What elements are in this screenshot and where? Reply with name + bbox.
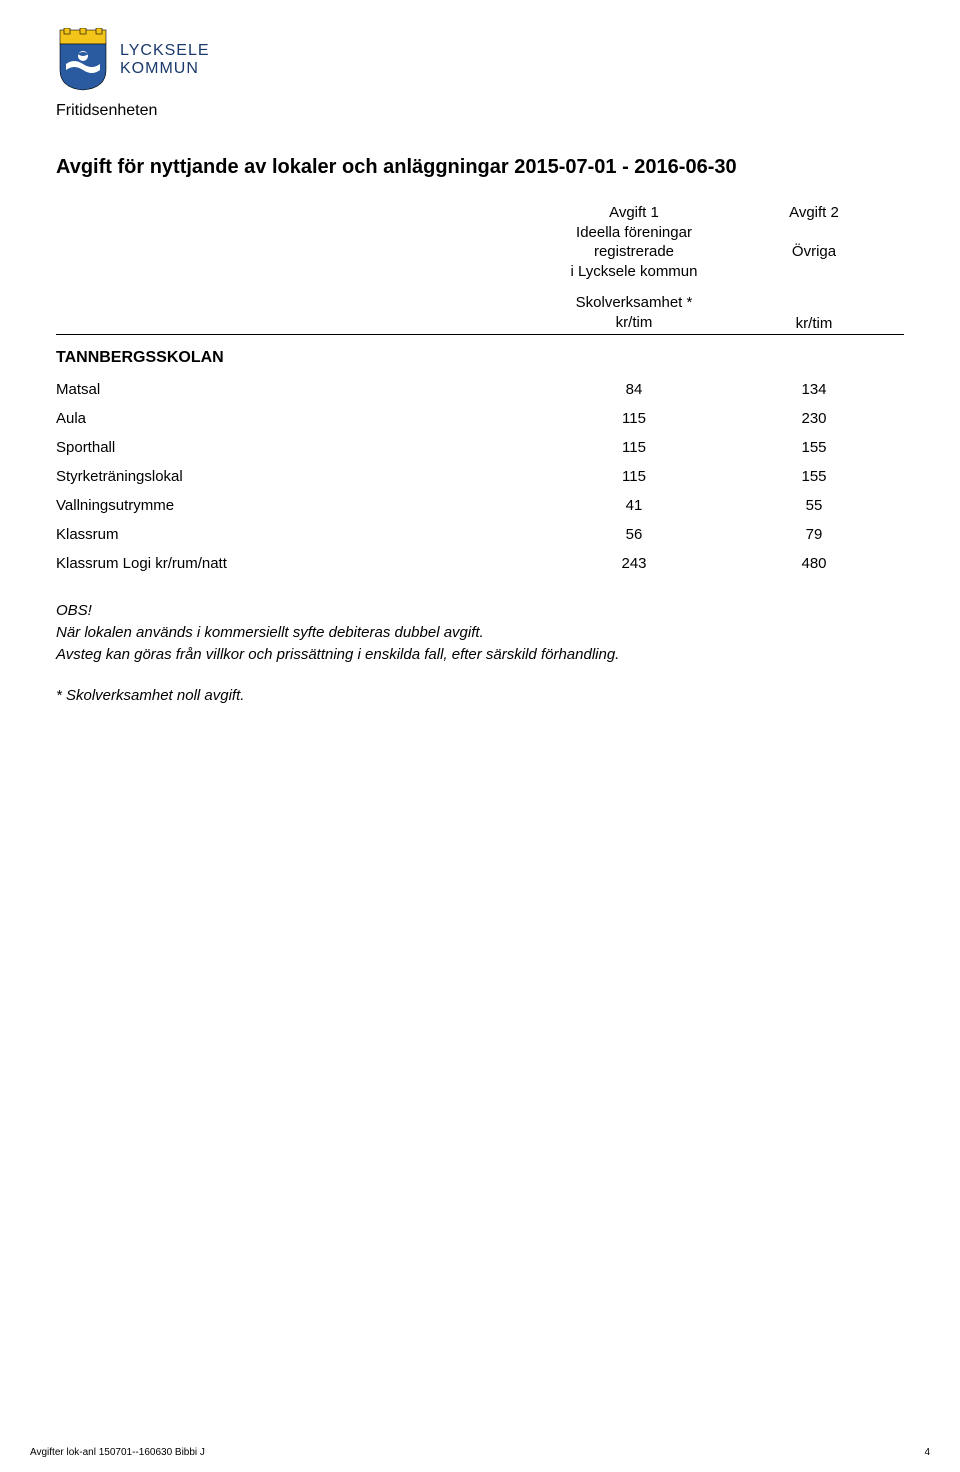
page-footer: Avgifter lok-anl 150701--160630 Bibbi J … bbox=[30, 1447, 930, 1458]
notes-line2: Avsteg kan göras från villkor och prissä… bbox=[56, 646, 619, 663]
col2-sub-blank bbox=[724, 223, 904, 243]
table-row: Klassrum5679 bbox=[56, 526, 904, 543]
row-value-2: 134 bbox=[724, 381, 904, 398]
row-value-1: 243 bbox=[544, 555, 724, 572]
row-label: Vallningsutrymme bbox=[56, 497, 544, 514]
row-value-1: 115 bbox=[544, 410, 724, 427]
page-container: LYCKSELE KOMMUN Fritidsenheten Avgift fö… bbox=[0, 0, 960, 704]
footer-right: 4 bbox=[924, 1447, 930, 1458]
row-value-1: 115 bbox=[544, 468, 724, 485]
col1-sub2: registrerade bbox=[544, 242, 724, 262]
org-name: LYCKSELE KOMMUN bbox=[120, 42, 210, 77]
row-value-2: 55 bbox=[724, 497, 904, 514]
col1-heading: Avgift 1 bbox=[544, 203, 724, 223]
col1-header: Avgift 1 Ideella föreningar registrerade… bbox=[544, 203, 724, 281]
col1-unit-top: Skolverksamhet * bbox=[544, 293, 724, 313]
table-row: Aula115230 bbox=[56, 410, 904, 427]
shield-icon bbox=[56, 28, 110, 92]
row-label: Matsal bbox=[56, 381, 544, 398]
footnote: * Skolverksamhet noll avgift. bbox=[56, 687, 904, 704]
table-row: Styrketräningslokal115155 bbox=[56, 468, 904, 485]
col2-unit-block: kr/tim bbox=[724, 293, 904, 332]
table-row: Matsal84134 bbox=[56, 381, 904, 398]
row-label: Sporthall bbox=[56, 439, 544, 456]
row-value-1: 41 bbox=[544, 497, 724, 514]
row-value-1: 56 bbox=[544, 526, 724, 543]
col1-sub3: i Lycksele kommun bbox=[544, 262, 724, 282]
notes-line1: När lokalen används i kommersiellt syfte… bbox=[56, 624, 484, 641]
row-value-2: 155 bbox=[724, 439, 904, 456]
table-row: Vallningsutrymme4155 bbox=[56, 497, 904, 514]
row-value-2: 155 bbox=[724, 468, 904, 485]
table-row: Sporthall115155 bbox=[56, 439, 904, 456]
col1-unit: kr/tim bbox=[544, 313, 724, 333]
footer-left: Avgifter lok-anl 150701--160630 Bibbi J bbox=[30, 1447, 205, 1458]
notes-block: OBS! När lokalen används i kommersiellt … bbox=[56, 600, 904, 665]
row-value-1: 115 bbox=[544, 439, 724, 456]
table-row: Klassrum Logi kr/rum/natt243480 bbox=[56, 555, 904, 572]
row-value-1: 84 bbox=[544, 381, 724, 398]
row-value-2: 79 bbox=[724, 526, 904, 543]
col2-sub2: Övriga bbox=[724, 242, 904, 262]
unit-row: Skolverksamhet * kr/tim kr/tim bbox=[56, 293, 904, 335]
fee-table: Matsal84134Aula115230Sporthall115155Styr… bbox=[56, 381, 904, 572]
row-value-2: 480 bbox=[724, 555, 904, 572]
column-header-block: Avgift 1 Ideella föreningar registrerade… bbox=[56, 203, 904, 281]
row-label: Klassrum bbox=[56, 526, 544, 543]
col2-heading: Avgift 2 bbox=[724, 203, 904, 223]
col2-header: Avgift 2 Övriga bbox=[724, 203, 904, 281]
row-value-2: 230 bbox=[724, 410, 904, 427]
department-label: Fritidsenheten bbox=[56, 102, 904, 120]
col1-sub1: Ideella föreningar bbox=[544, 223, 724, 243]
col1-unit-block: Skolverksamhet * kr/tim bbox=[544, 293, 724, 332]
section-heading: TANNBERGSSKOLAN bbox=[56, 349, 904, 367]
page-title: Avgift för nyttjande av lokaler och anlä… bbox=[56, 156, 904, 179]
row-label: Klassrum Logi kr/rum/natt bbox=[56, 555, 544, 572]
logo-row: LYCKSELE KOMMUN bbox=[56, 28, 904, 92]
row-label: Aula bbox=[56, 410, 544, 427]
col2-sub-blank2 bbox=[724, 262, 904, 282]
org-line1: LYCKSELE bbox=[120, 42, 210, 60]
row-label: Styrketräningslokal bbox=[56, 468, 544, 485]
notes-obs: OBS! bbox=[56, 600, 904, 622]
org-line2: KOMMUN bbox=[120, 60, 210, 78]
col2-unit: kr/tim bbox=[796, 315, 833, 332]
